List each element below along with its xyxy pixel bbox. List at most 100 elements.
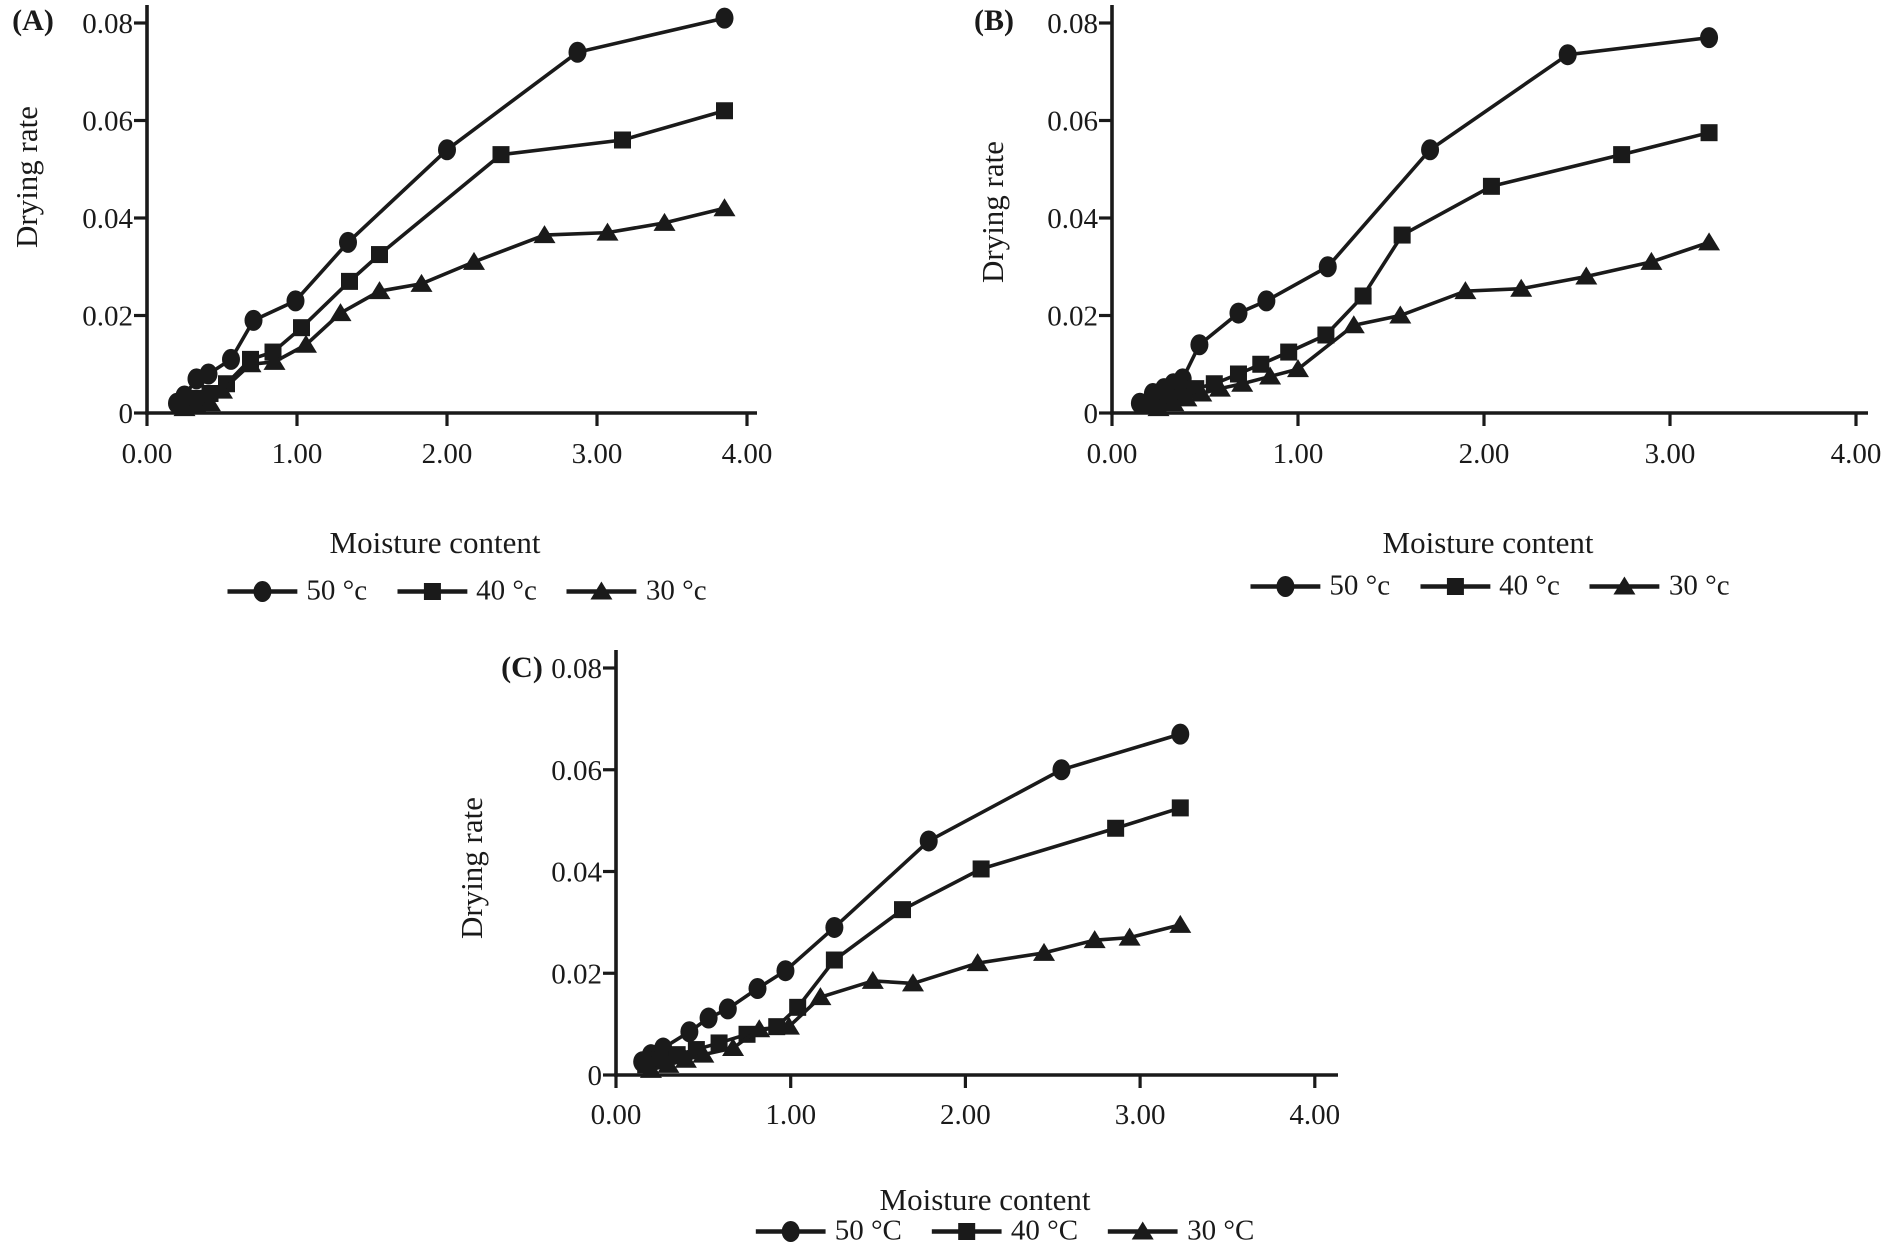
- x-tick-label: 1.00: [765, 1099, 816, 1131]
- triangle-marker-icon: [748, 1019, 771, 1038]
- series-triangle: [639, 914, 1192, 1078]
- square-marker-icon: [825, 951, 843, 969]
- x-tick-label: 2.00: [940, 1099, 991, 1131]
- circle-marker-icon: [748, 978, 767, 1000]
- legend-label: 30 °C: [1187, 1214, 1255, 1247]
- x-tick-label: 0.00: [1087, 438, 1138, 470]
- triangle-marker-icon: [653, 212, 676, 231]
- x-tick-label: 3.00: [1115, 1099, 1166, 1131]
- circle-marker-icon: [825, 916, 844, 938]
- legend-item: 50 °c: [1250, 570, 1390, 603]
- panel-label-c: (C): [501, 651, 543, 684]
- x-tick-label: 1.00: [1273, 438, 1324, 470]
- triangle-marker-icon: [1389, 305, 1412, 324]
- panel-c-legend: 50 °C 40 °C 30 °C: [755, 1214, 1255, 1248]
- triangle-marker-icon: [1454, 281, 1477, 300]
- square-marker-icon: [1446, 577, 1464, 595]
- legend-label: 50 °C: [834, 1214, 902, 1247]
- square-marker-icon: [1107, 819, 1125, 837]
- triangle-marker-icon: [329, 303, 352, 322]
- panel-c-y-axis-title: Drying rate: [454, 796, 489, 940]
- triangle-marker-icon: [722, 1038, 745, 1057]
- square-marker-icon: [1700, 124, 1718, 142]
- triangle-marker-icon: [657, 1054, 680, 1073]
- circle-marker-icon: [1190, 334, 1209, 356]
- triangle-marker-icon: [692, 1044, 715, 1063]
- triangle-marker-icon: [1259, 366, 1282, 385]
- circle-marker-icon: [1257, 290, 1276, 312]
- triangle-marker-icon: [590, 581, 613, 599]
- triangle-legend-marker-icon: [566, 581, 637, 599]
- square-marker-icon: [1171, 799, 1189, 817]
- circle-marker-icon: [680, 1021, 699, 1043]
- panel-a-x-axis-title: Moisture content: [329, 525, 541, 560]
- y-tick-label: 0.02: [82, 301, 133, 333]
- square-marker-icon: [1317, 326, 1335, 344]
- square-marker-icon: [341, 272, 358, 290]
- circle-marker-icon: [286, 290, 305, 312]
- circle-marker-icon: [1052, 759, 1071, 781]
- panel-c-x-axis-title: Moisture content: [879, 1182, 1091, 1217]
- series-line: [175, 16, 725, 405]
- triangle-marker-icon: [1287, 359, 1309, 378]
- circle-marker-icon: [715, 7, 734, 29]
- square-marker-icon: [423, 582, 441, 600]
- legend-item: 40 °c: [1420, 570, 1560, 603]
- y-tick-label: 0.08: [1047, 8, 1098, 40]
- triangle-marker-icon: [1083, 930, 1106, 949]
- x-tick-label: 2.00: [422, 438, 473, 470]
- triangle-marker-icon: [199, 393, 221, 412]
- panel-a-legend: 50 °c 40 °c 30 °c: [227, 575, 707, 608]
- circle-marker-icon: [253, 580, 272, 602]
- circle-marker-icon: [776, 960, 795, 982]
- legend-label: 40 °c: [476, 574, 537, 607]
- series-circle: [633, 723, 1190, 1073]
- circle-legend-marker-icon: [755, 1220, 826, 1242]
- panel-c-plot: 0.00 1.00 2.00 3.00 4.00 0 0.02 0.04 0.06 0.08: [551, 650, 1340, 1131]
- y-tick-label: 0: [1084, 398, 1099, 430]
- y-tick-label: 0.06: [551, 755, 602, 787]
- triangle-legend-marker-icon: [1589, 576, 1660, 594]
- series-line: [1138, 35, 1710, 405]
- legend-item: 40 °c: [397, 575, 537, 608]
- square-marker-icon: [1252, 355, 1270, 373]
- circle-marker-icon: [438, 139, 456, 161]
- legend-item: 30 °c: [566, 575, 707, 608]
- circle-marker-icon: [244, 309, 263, 331]
- square-marker-icon: [958, 1222, 976, 1240]
- y-tick-label: 0.04: [551, 857, 602, 889]
- square-marker-icon: [1482, 177, 1500, 195]
- triangle-marker-icon: [639, 1059, 662, 1078]
- panel-a-plot: 0.00 1.00 2.00 3.00 4.00 0 0.02 0.04 0.06 0.08: [82, 5, 772, 470]
- triangle-marker-icon: [1575, 266, 1598, 285]
- series-line: [645, 806, 1181, 1067]
- triangle-marker-icon: [1033, 942, 1056, 961]
- triangle-marker-icon: [1698, 232, 1721, 251]
- y-tick-label: 0.04: [1047, 203, 1098, 235]
- y-tick-label: 0: [588, 1060, 603, 1092]
- triangle-marker-icon: [777, 1016, 800, 1035]
- x-tick-label: 3.00: [1645, 438, 1696, 470]
- square-legend-marker-icon: [931, 1222, 1002, 1240]
- panel-a-y-axis-title: Drying rate: [9, 105, 44, 249]
- triangle-marker-icon: [1175, 388, 1198, 407]
- circle-marker-icon: [1171, 723, 1190, 745]
- x-tick-label: 0.00: [122, 438, 173, 470]
- square-marker-icon: [716, 102, 733, 120]
- x-tick-label: 4.00: [1831, 438, 1882, 470]
- triangle-marker-icon: [1162, 393, 1185, 412]
- series-triangle: [1147, 232, 1721, 417]
- square-legend-marker-icon: [397, 582, 468, 600]
- panel-label-b: (B): [974, 4, 1014, 37]
- triangle-marker-icon: [1169, 914, 1192, 933]
- legend-label: 50 °c: [1329, 569, 1391, 602]
- triangle-marker-icon: [211, 380, 233, 399]
- y-tick-label: 0.02: [551, 958, 602, 990]
- legend-label: 30 °c: [1668, 569, 1730, 602]
- circle-legend-marker-icon: [1250, 575, 1321, 597]
- triangle-marker-icon: [263, 351, 286, 370]
- panel-label-a: (A): [12, 4, 54, 37]
- x-tick-label: 2.00: [1459, 438, 1510, 470]
- circle-marker-icon: [222, 348, 240, 370]
